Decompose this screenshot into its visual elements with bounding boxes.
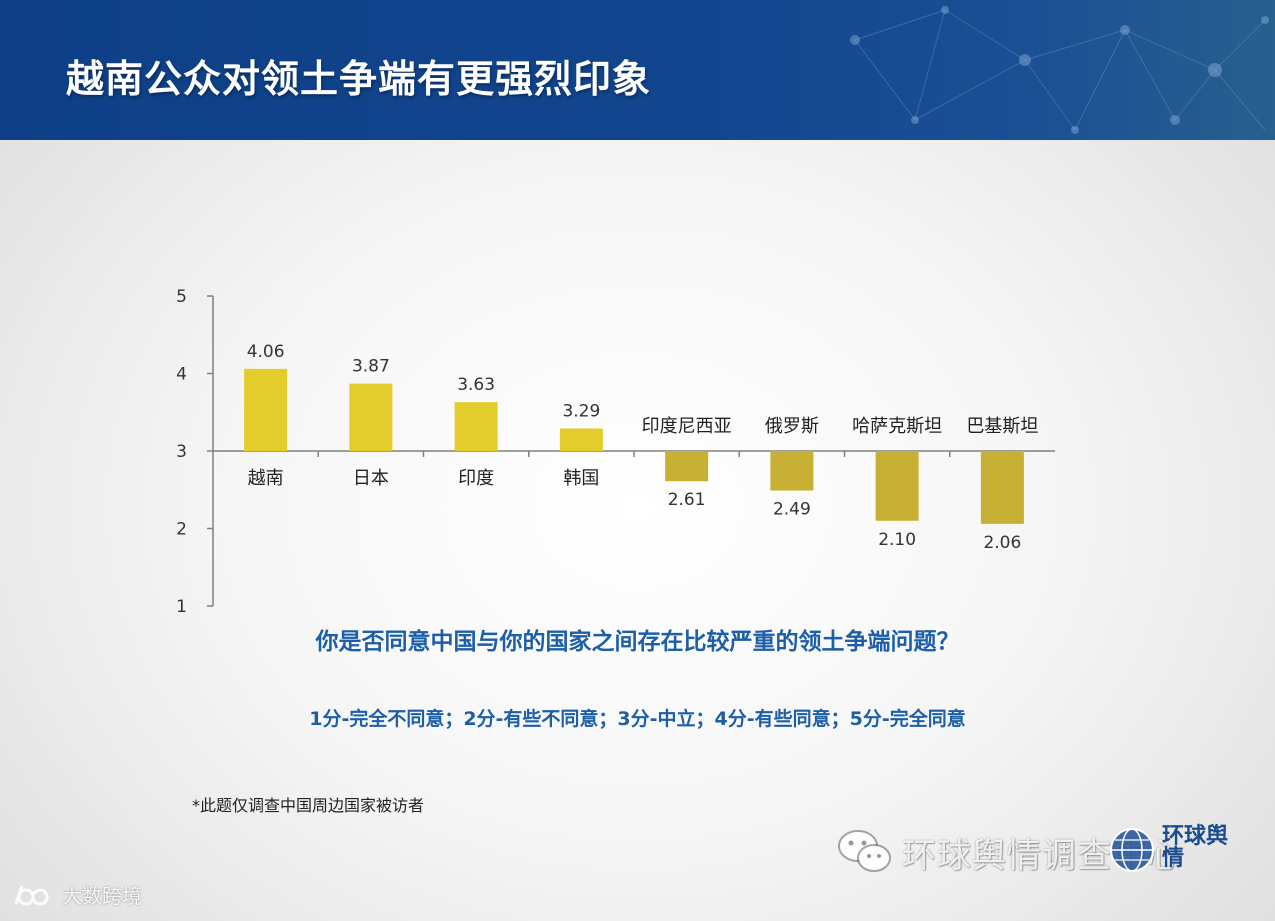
data-label: 4.06 [247, 342, 285, 362]
category-label: 巴基斯坦 [966, 416, 1038, 437]
survey-question: 你是否同意中国与你的国家之间存在比较严重的领土争端问题？ [315, 629, 960, 655]
bar [454, 402, 498, 451]
category-label: 日本 [353, 468, 389, 489]
category-label: 越南 [248, 468, 284, 489]
data-label: 3.87 [352, 357, 390, 377]
data-label: 2.49 [773, 500, 811, 520]
data-label: 2.61 [668, 490, 706, 510]
brand-mark-icon [14, 885, 49, 905]
category-label: 印度 [458, 468, 494, 489]
logo-text: 环球舆情 [1162, 824, 1229, 871]
network-decoration-icon [850, 6, 1269, 134]
bar [875, 451, 919, 521]
bar [770, 451, 814, 491]
watermark-left: 大数跨境 [12, 880, 142, 909]
watermark-left-text: 大数跨境 [62, 884, 142, 908]
data-label: 2.06 [983, 533, 1021, 553]
rating-scale-legend: 1分-完全不同意；2分-有些不同意；3分-中立；4分-有些同意；5分-完全同意 [309, 708, 966, 730]
bar [559, 428, 603, 451]
category-label: 韩国 [563, 468, 599, 489]
category-label: 俄罗斯 [765, 416, 819, 437]
wechat-icon [838, 830, 891, 872]
bar [244, 368, 288, 451]
page-title: 越南公众对领土争端有更强烈印象 [66, 57, 652, 101]
y-tick-label: 2 [176, 520, 187, 540]
y-tick-label: 1 [176, 597, 187, 617]
category-label: 印度尼西亚 [642, 416, 732, 437]
bar [349, 383, 393, 451]
globe-logo-icon [1110, 828, 1154, 872]
data-label: 3.63 [457, 375, 495, 395]
bar [665, 451, 709, 482]
footnote: *此题仅调查中国周边国家被访者 [192, 796, 425, 815]
category-label: 哈萨克斯坦 [852, 416, 942, 437]
y-tick-label: 4 [176, 365, 187, 385]
bar [980, 451, 1024, 524]
y-tick-label: 5 [176, 287, 187, 307]
y-tick-label: 3 [176, 442, 187, 462]
header-banner: 越南公众对领土争端有更强烈印象 [0, 0, 1275, 140]
data-label: 2.10 [878, 530, 916, 550]
data-label: 3.29 [562, 402, 600, 422]
